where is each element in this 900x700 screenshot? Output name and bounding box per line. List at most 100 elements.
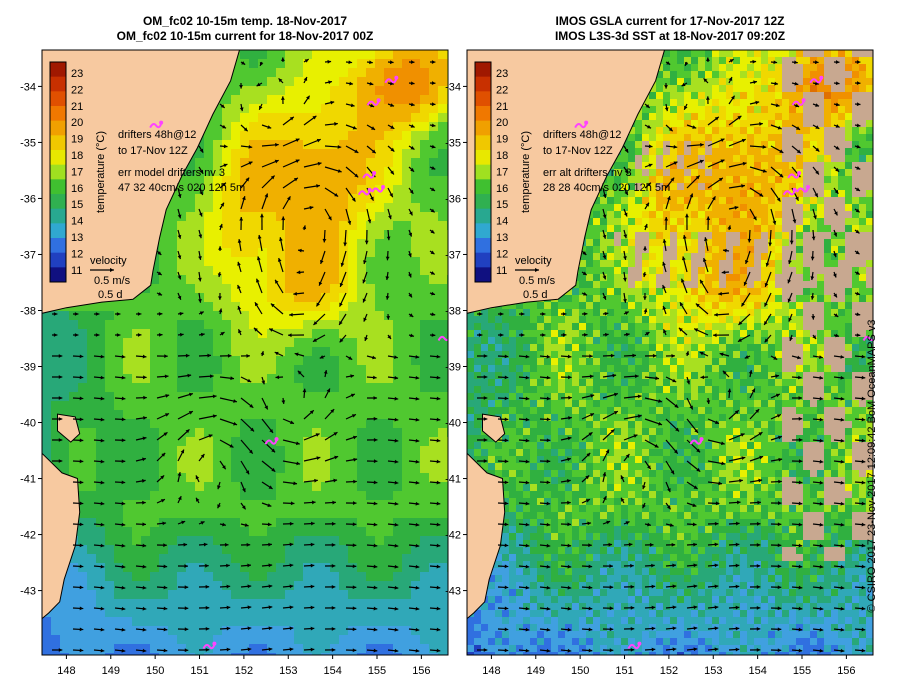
lon-label: 151	[615, 665, 633, 677]
colorbar-tick: 18	[496, 150, 508, 162]
right-title: IMOS GSLA current for 17-Nov-2017 12Z IM…	[465, 14, 875, 44]
lon-label: 152	[660, 665, 678, 677]
lat-label: -34	[20, 81, 36, 93]
colorbar-tick: 23	[71, 68, 83, 80]
tasmania-coast	[42, 452, 81, 620]
map-frame	[466, 49, 874, 656]
lat-label: -38	[445, 305, 461, 317]
colorbar-tick: 13	[496, 232, 508, 244]
left-title-line2: OM_fc02 10-15m current for 18-Nov-2017 0…	[116, 29, 374, 43]
colorbar: 23 22 21 20 19 18 17 16 15 14 13 12 11 temperature (°…	[49, 61, 107, 283]
tasmania-coast	[467, 452, 506, 620]
colorbar-label: temperature (°C)	[95, 131, 107, 213]
colorbar-tick: 12	[496, 248, 508, 260]
colorbar-tick: 15	[71, 199, 83, 211]
velocity-scale: 0.5 m/s	[519, 275, 556, 287]
colorbar-tick: 14	[71, 216, 83, 228]
lon-label: 155	[793, 665, 811, 677]
colorbar-tick: 16	[71, 183, 83, 195]
lon-label: 152	[235, 665, 253, 677]
lon-label: 150	[571, 665, 589, 677]
lon-label: 149	[527, 665, 545, 677]
left-title: OM_fc02 10-15m temp. 18-Nov-2017 OM_fc02…	[40, 14, 450, 44]
colorbar-tick: 22	[496, 84, 508, 96]
lat-label: -43	[445, 586, 461, 598]
map-frame	[41, 49, 449, 656]
drifters-line1: drifters 48h@12	[118, 129, 196, 141]
colorbar-tick: 11	[496, 265, 507, 277]
err-line2: 47 32 40cm/s 020 12h 5m	[118, 182, 245, 194]
err-line1: err alt drifters nv 3	[543, 167, 632, 179]
right-title-line1: IMOS GSLA current for 17-Nov-2017 12Z	[555, 14, 785, 28]
colorbar-tick: 23	[496, 68, 508, 80]
lon-label: 153	[704, 665, 722, 677]
velocity-arrows	[476, 57, 866, 653]
velocity-arrows	[51, 57, 441, 653]
colorbar-tick: 13	[71, 232, 83, 244]
lat-label: -35	[20, 137, 36, 149]
lat-label: -38	[20, 305, 36, 317]
lon-label: 149	[102, 665, 120, 677]
colorbar-tick: 12	[71, 248, 83, 260]
lat-label: -42	[20, 530, 36, 542]
err-line2: 28 28 40cm/s 020 12h 5m	[543, 182, 670, 194]
lon-label: 153	[279, 665, 297, 677]
velocity-label: velocity	[515, 255, 552, 267]
lon-label: 151	[190, 665, 208, 677]
lon-label: 150	[146, 665, 164, 677]
colorbar-tick: 21	[71, 101, 83, 113]
velocity-scale: 0.5 m/s	[94, 275, 131, 287]
colorbar-tick: 20	[71, 117, 83, 129]
lat-label: -36	[20, 193, 36, 205]
velocity-time: 0.5 d	[98, 289, 122, 301]
colorbar-tick: 20	[496, 117, 508, 129]
left-title-line1: OM_fc02 10-15m temp. 18-Nov-2017	[142, 14, 348, 28]
lat-label: -37	[445, 249, 461, 261]
map-panel-right: 148 149 150 151 152 153 154 155 156 -34 -35 -36 -37 -…	[445, 49, 874, 677]
credit-text: © CSIRO 2017 23-Nov-2017 12:09:42 BoM Oc…	[866, 319, 878, 613]
lat-label: -43	[20, 586, 36, 598]
colorbar-tick: 15	[496, 199, 508, 211]
colorbar-tick: 19	[496, 134, 508, 146]
lon-label: 156	[837, 665, 855, 677]
drifters-line1: drifters 48h@12	[543, 129, 621, 141]
colorbar-tick: 22	[71, 84, 83, 96]
lon-label: 155	[368, 665, 386, 677]
colorbar-label: temperature (°C)	[520, 131, 532, 213]
err-line1: err model drifters nv 3	[118, 167, 225, 179]
colorbar-tick: 18	[71, 150, 83, 162]
colorbar-tick: 17	[71, 166, 83, 178]
lat-label: -42	[445, 530, 461, 542]
lat-label: -40	[20, 418, 36, 430]
lat-label: -34	[445, 81, 461, 93]
mainland-coast	[42, 50, 241, 314]
lon-label: 154	[323, 665, 341, 677]
flinders-island	[57, 413, 81, 443]
velocity-time: 0.5 d	[523, 289, 547, 301]
drifters-line2: to 17-Nov 12Z	[118, 145, 188, 157]
colorbar-tick: 16	[496, 183, 508, 195]
colorbar-tick: 21	[496, 101, 508, 113]
lat-label: -39	[20, 362, 36, 374]
lat-label: -41	[445, 474, 461, 486]
drifter-tracks	[574, 75, 873, 650]
lat-label: -35	[445, 137, 461, 149]
lat-label: -36	[445, 193, 461, 205]
lon-label: 156	[412, 665, 430, 677]
lat-label: -39	[445, 362, 461, 374]
map-panel-left: -34 -35 -36 -37 -38 -39 -40 -41 -42 -43 148 149 150 1…	[20, 49, 449, 677]
drifter-tracks	[149, 75, 448, 650]
colorbar-tick: 14	[496, 216, 508, 228]
lat-label: -37	[20, 249, 36, 261]
colorbar: 23 22 21 20 19 18 17 16 15 14 13 12 11 temperature (°…	[474, 61, 532, 283]
lon-label: 148	[57, 665, 75, 677]
lat-label: -40	[445, 418, 461, 430]
temperature-field	[467, 50, 873, 655]
mainland-coast	[467, 50, 666, 314]
colorbar-tick: 19	[71, 134, 83, 146]
colorbar-tick: 11	[71, 265, 82, 277]
flinders-island	[482, 413, 506, 443]
colorbar-tick: 17	[496, 166, 508, 178]
lat-label: -41	[20, 474, 36, 486]
